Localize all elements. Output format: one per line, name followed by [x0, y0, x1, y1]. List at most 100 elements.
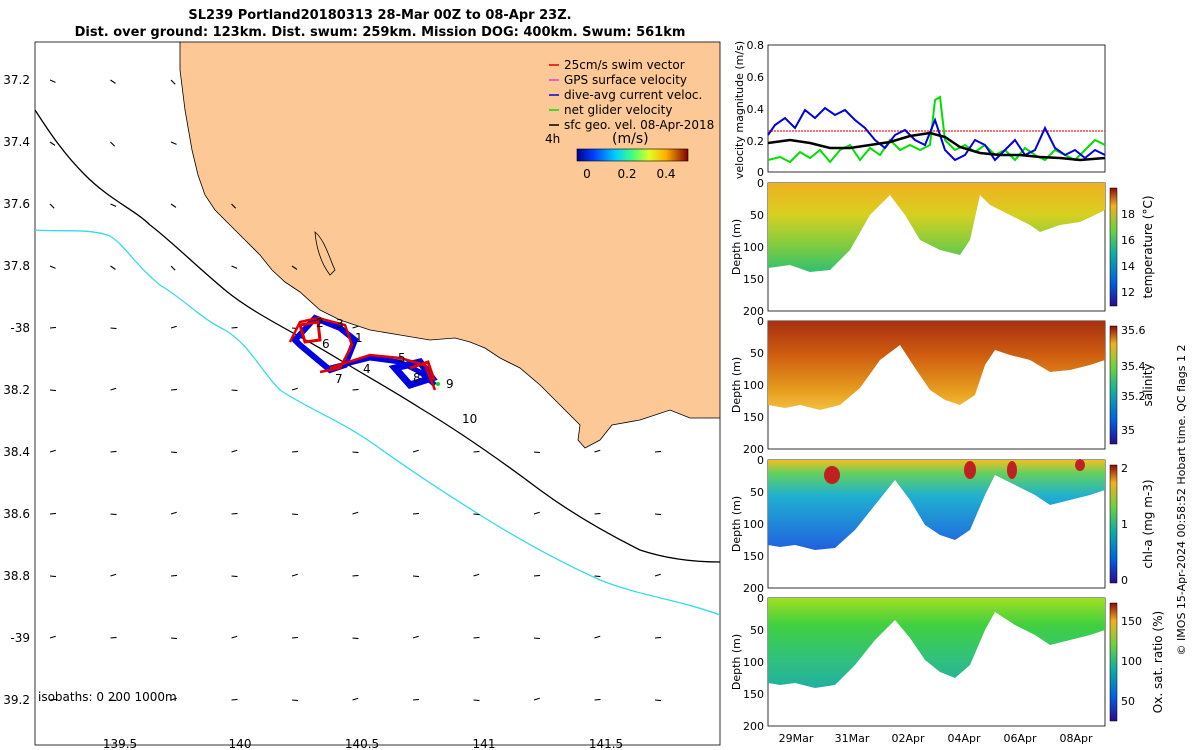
- lon-tick: 140: [229, 737, 252, 750]
- velocity-arrow: [110, 636, 117, 639]
- color-tick: 35.4: [1121, 360, 1146, 373]
- day-label: 10: [462, 412, 477, 426]
- color-tick: 0: [1121, 574, 1128, 587]
- velocity-arrow: [231, 575, 238, 578]
- colorbar-label: (m/s): [612, 131, 649, 147]
- interval-label: 4h: [545, 132, 560, 146]
- isobaths-label: isobaths: 0 200 1000m: [38, 690, 177, 704]
- colorbar-tick: 0: [583, 167, 591, 181]
- velocity-arrow: [291, 636, 299, 639]
- lat-tick: 37.4: [3, 135, 30, 149]
- velocity-y-tick: 0.8: [747, 39, 765, 52]
- lon-tick: 141.5: [589, 737, 623, 750]
- velocity-arrow: [49, 389, 57, 392]
- day-label: 9: [446, 377, 454, 391]
- velocity-arrow: [49, 326, 57, 329]
- velocity-arrow: [170, 511, 177, 515]
- legend-label: GPS surface velocity: [564, 73, 687, 87]
- velocity-arrow: [352, 574, 359, 577]
- velocity-arrow: [352, 325, 359, 329]
- velocity-arrow: [231, 265, 238, 269]
- velocity-y-label: velocity magnitude (m/s): [733, 41, 746, 179]
- time-tick: 08Apr: [1059, 732, 1093, 745]
- depth-tick: 200: [743, 582, 764, 595]
- depth-tick: 0: [757, 177, 764, 190]
- day-label: 2: [316, 316, 324, 330]
- lat-tick: -39: [10, 631, 30, 645]
- depth-tick: 200: [743, 443, 764, 456]
- velocity-arrow: [170, 451, 178, 454]
- plot-title-line1: SL239 Portland20180313 28-Mar 00Z to 08-…: [188, 8, 572, 23]
- velocity-arrow: [412, 575, 420, 578]
- lat-axis: 37.2 37.4 37.6 37.8 -38 38.2 38.4 38.6 3…: [3, 73, 30, 707]
- depth-tick: 50: [750, 486, 764, 499]
- depth-tick: 200: [743, 720, 764, 733]
- time-tick: 06Apr: [1003, 732, 1037, 745]
- velocity-arrow: [49, 79, 56, 83]
- depth-label: Depth (m): [730, 496, 743, 552]
- temp-c-ticks: 18 16 14 12: [1121, 208, 1135, 299]
- section-oxygen: 0 50 100 150 200 Depth (m) 150 100 50 Ox…: [730, 592, 1165, 733]
- depth-tick: 150: [743, 550, 764, 563]
- depth-tick: 100: [743, 656, 764, 669]
- depth-tick: 100: [743, 518, 764, 531]
- velocity-arrow: [412, 512, 420, 515]
- color-tick: 12: [1121, 286, 1135, 299]
- velocity-arrow: [170, 325, 177, 329]
- velocity-arrow: [170, 141, 177, 145]
- sal-y-ticks: 0 50 100 150 200: [743, 315, 764, 456]
- lon-axis: 139.5 140 140.5 141 141.5: [103, 737, 623, 750]
- velocity-arrow: [654, 513, 662, 516]
- color-tick: 14: [1121, 260, 1135, 273]
- depth-tick: 100: [743, 379, 764, 392]
- day-labels: 1 2 3 4 5 6 7 8 9 10: [316, 316, 477, 426]
- temp-y-ticks: 0 50 100 150 200: [743, 177, 764, 318]
- depth-tick: 200: [743, 305, 764, 318]
- color-tick: 35.6: [1121, 324, 1146, 337]
- colorbar-tick: 0.4: [656, 167, 675, 181]
- lat-tick: 38.2: [3, 383, 30, 397]
- velocity-arrow: [473, 573, 480, 577]
- velocity-arrow: [49, 575, 57, 578]
- velocity-arrow: [231, 389, 238, 392]
- velocity-arrow: [231, 449, 238, 453]
- velocity-arrow: [49, 698, 57, 701]
- isobath-200m: [35, 109, 720, 563]
- time-tick: 31Mar: [835, 732, 870, 745]
- velocity-arrow: [110, 203, 117, 207]
- depth-tick: 0: [757, 592, 764, 605]
- section-temperature: 0 50 100 150 200 Depth (m) 18 16 14 12 t…: [730, 177, 1155, 318]
- velocity-arrow: [654, 636, 662, 639]
- lat-tick: -38: [10, 321, 30, 335]
- velocity-arrow: [473, 636, 480, 639]
- velocity-arrow: [49, 141, 56, 146]
- velocity-y-tick: 0: [757, 166, 764, 179]
- velocity-arrow: [473, 699, 480, 702]
- ox-y-ticks: 0 50 100 150 200: [743, 592, 764, 733]
- depth-tick: 50: [750, 347, 764, 360]
- velocity-arrow: [291, 699, 299, 702]
- velocity-arrow: [412, 449, 419, 453]
- velocity-arrow: [654, 450, 662, 453]
- velocity-arrow: [654, 573, 661, 577]
- ox-colorbar-label: Ox. sat. ratio (%): [1151, 611, 1165, 713]
- velocity-arrow: [291, 573, 298, 577]
- depth-label: Depth (m): [730, 219, 743, 275]
- velocity-arrow: [231, 203, 237, 209]
- velocity-arrow: [110, 573, 117, 577]
- color-tick: 35: [1121, 424, 1135, 437]
- depth-tick: 50: [750, 209, 764, 222]
- velocity-arrow: [170, 265, 176, 271]
- time-tick: 29Mar: [779, 732, 814, 745]
- velocity-arrow: [352, 388, 359, 391]
- velocity-arrow: [110, 79, 116, 84]
- colorbar-tick: 0.2: [617, 167, 636, 181]
- depth-label: Depth (m): [730, 357, 743, 413]
- day-label: 6: [322, 337, 330, 351]
- velocity-arrow: [231, 635, 238, 639]
- lat-tick: 37.8: [3, 259, 30, 273]
- depth-label: Depth (m): [730, 634, 743, 690]
- velocity-arrow: [49, 512, 57, 515]
- map-panel: 1 2 3 4 5 6 7 8 9 10 37.2 37.4 37.6 37.8…: [3, 41, 721, 750]
